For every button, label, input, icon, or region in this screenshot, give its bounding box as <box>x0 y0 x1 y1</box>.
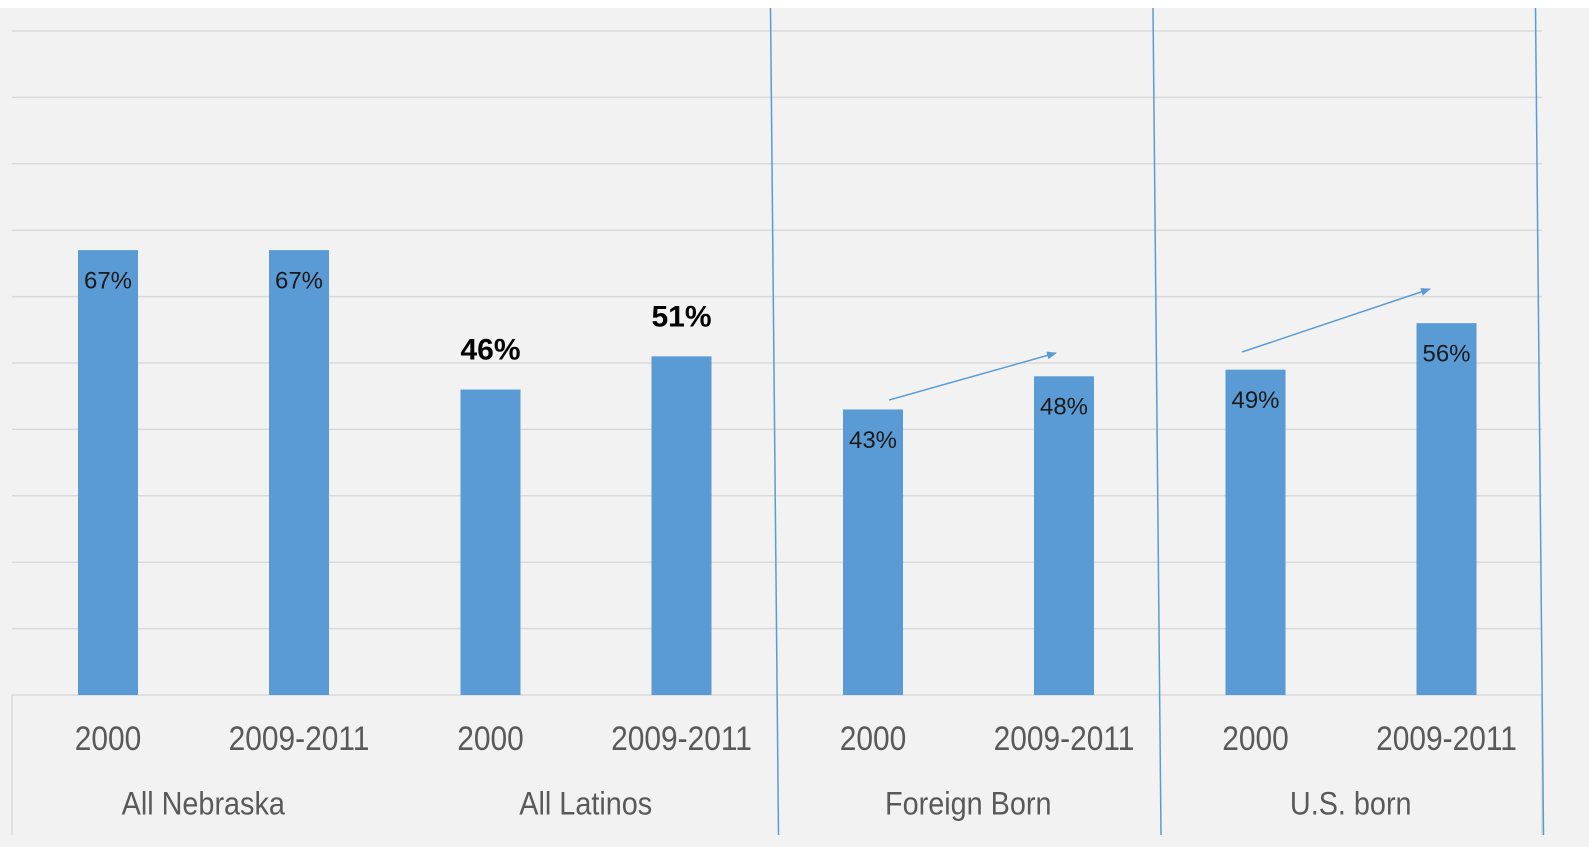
data-label: 67% <box>84 267 132 294</box>
bar <box>1416 323 1477 695</box>
data-label: 67% <box>275 267 323 294</box>
group-divider <box>769 7 780 836</box>
group-label: U.S. born <box>1290 786 1412 822</box>
group-label: Foreign Born <box>885 786 1051 822</box>
data-label: 56% <box>1422 341 1470 368</box>
x-tick-label: 2009-2011 <box>229 719 370 757</box>
group-label: All Latinos <box>519 786 652 822</box>
bar <box>269 250 329 695</box>
data-label: 51% <box>651 300 711 333</box>
x-tick-label: 2000 <box>1222 719 1289 757</box>
group-label: All Nebraska <box>122 786 285 822</box>
trend-arrow <box>888 351 1057 401</box>
data-label: 46% <box>460 333 520 366</box>
trend-arrow <box>1241 288 1431 353</box>
x-tick-label: 2000 <box>840 719 907 757</box>
bar <box>1034 376 1094 695</box>
data-label: 49% <box>1231 387 1279 414</box>
x-tick-label: 2009-2011 <box>1376 719 1517 757</box>
x-tick-label: 2000 <box>75 719 142 757</box>
group-divider <box>1534 7 1545 836</box>
x-tick-label: 2009-2011 <box>994 719 1135 757</box>
bar <box>651 356 712 695</box>
bar <box>460 389 521 695</box>
bar <box>843 409 903 695</box>
data-label: 48% <box>1040 394 1088 421</box>
x-tick-label: 2009-2011 <box>611 719 752 757</box>
group-divider <box>1152 7 1162 836</box>
chart-background <box>0 8 1589 847</box>
data-label: 43% <box>849 427 897 454</box>
x-tick-label: 2000 <box>457 719 524 757</box>
bar <box>78 250 138 695</box>
bar <box>1225 369 1286 695</box>
